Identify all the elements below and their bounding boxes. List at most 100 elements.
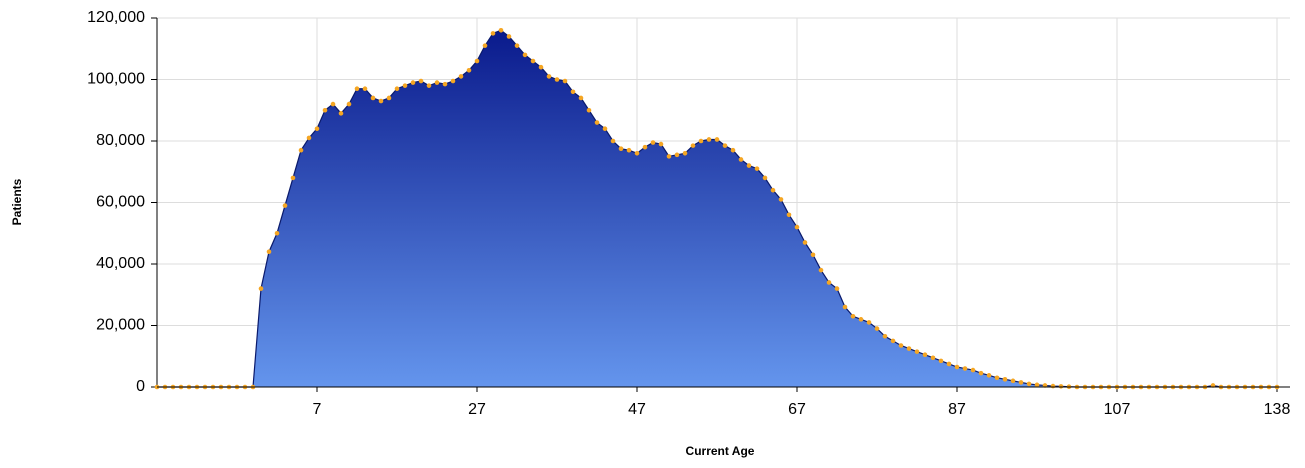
marker: [634, 151, 640, 156]
x-tick-label: 7: [313, 401, 322, 418]
marker: [1026, 381, 1032, 387]
marker: [378, 98, 384, 104]
marker: [794, 224, 800, 230]
marker: [354, 86, 360, 92]
marker: [970, 367, 976, 373]
marker: [426, 83, 432, 88]
marker: [650, 140, 656, 145]
marker: [690, 143, 696, 148]
marker: [642, 144, 648, 150]
marker: [898, 343, 904, 348]
x-tick-label: 27: [468, 401, 486, 418]
marker: [330, 101, 336, 107]
marker: [362, 86, 368, 92]
marker: [762, 175, 768, 181]
marker: [410, 80, 416, 85]
marker: [842, 304, 848, 310]
marker: [498, 28, 504, 33]
marker: [714, 137, 720, 142]
marker: [338, 111, 344, 116]
x-tick-label: 87: [948, 401, 966, 418]
marker: [946, 361, 952, 367]
marker: [778, 197, 784, 202]
y-tick-label: 40,000: [96, 255, 145, 272]
marker: [266, 249, 272, 254]
y-tick-label: 0: [136, 378, 145, 395]
marker: [962, 366, 968, 371]
marker: [458, 74, 464, 79]
marker: [402, 83, 408, 88]
marker: [274, 230, 280, 236]
marker: [290, 175, 296, 181]
marker: [578, 95, 584, 101]
marker: [954, 364, 960, 370]
marker: [322, 107, 328, 113]
marker: [490, 31, 496, 36]
marker: [258, 286, 264, 291]
marker: [602, 126, 608, 131]
marker: [874, 326, 880, 331]
marker: [1010, 378, 1016, 384]
marker: [610, 138, 616, 144]
marker: [906, 346, 912, 351]
marker: [666, 154, 672, 159]
marker: [730, 147, 736, 153]
marker: [754, 166, 760, 171]
marker: [506, 34, 512, 39]
marker: [770, 187, 776, 193]
marker: [450, 78, 456, 84]
marker: [658, 141, 664, 147]
marker: [682, 151, 688, 156]
x-axis-title: Current Age: [686, 444, 755, 458]
marker: [738, 157, 744, 162]
marker: [530, 58, 536, 64]
marker: [978, 370, 984, 376]
y-tick-label: 60,000: [96, 194, 145, 211]
marker: [826, 280, 832, 285]
marker: [306, 135, 312, 141]
x-tick-label: 138: [1264, 401, 1291, 418]
y-tick-label: 120,000: [87, 9, 145, 26]
marker: [466, 67, 472, 73]
marker: [626, 147, 632, 153]
marker: [1002, 377, 1008, 382]
marker: [698, 138, 704, 144]
marker: [858, 317, 864, 322]
marker: [818, 267, 824, 273]
marker: [314, 126, 320, 131]
marker: [866, 320, 872, 325]
marker: [618, 146, 624, 151]
marker: [282, 203, 288, 208]
marker: [834, 286, 840, 291]
marker: [298, 147, 304, 153]
x-tick-label: 107: [1104, 401, 1131, 418]
marker: [538, 64, 544, 70]
marker: [674, 152, 680, 158]
marker: [434, 80, 440, 85]
marker: [850, 313, 856, 319]
marker: [722, 143, 728, 148]
marker: [786, 212, 792, 218]
marker: [1058, 384, 1064, 389]
marker: [386, 95, 392, 101]
marker: [370, 95, 376, 101]
y-tick-label: 20,000: [96, 317, 145, 334]
marker: [882, 333, 888, 339]
marker: [922, 352, 928, 358]
y-axis-title: Patients: [10, 178, 24, 225]
marker: [522, 52, 528, 58]
marker: [746, 163, 752, 168]
marker: [802, 240, 808, 245]
marker: [810, 252, 816, 258]
marker: [1018, 380, 1024, 385]
marker: [570, 89, 576, 95]
marker: [914, 349, 920, 354]
y-tick-label: 100,000: [87, 71, 145, 88]
marker: [930, 355, 936, 361]
marker: [706, 137, 712, 142]
marker: [346, 101, 352, 107]
marker: [594, 120, 600, 125]
marker: [394, 86, 400, 92]
